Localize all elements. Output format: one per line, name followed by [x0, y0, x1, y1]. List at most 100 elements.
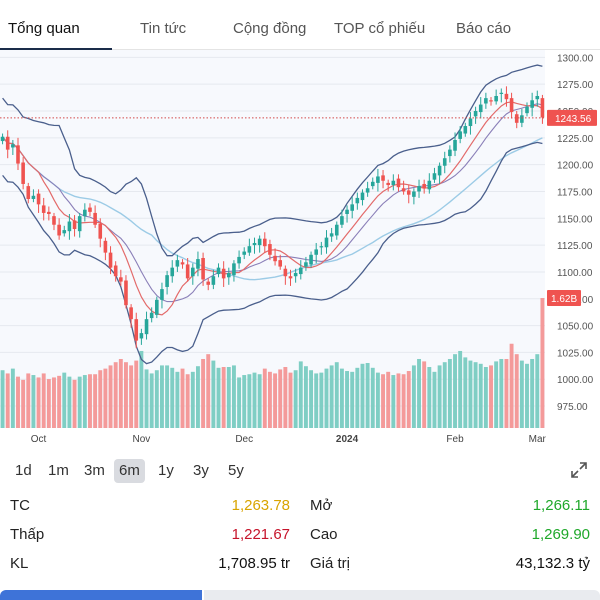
candle-body — [103, 240, 108, 253]
candle-body — [288, 276, 293, 279]
time-range-selector: 1d 1m 3m 6m 1y 3y 5y — [0, 456, 600, 486]
candle-body — [463, 126, 468, 134]
volume-bar — [113, 362, 118, 428]
tab-overview[interactable]: Tổng quan — [8, 20, 80, 37]
volume-bar — [478, 363, 483, 428]
candle-body — [365, 188, 370, 193]
volume-bar — [468, 360, 473, 428]
y-tick-label: 1025.00 — [557, 348, 594, 359]
candle-body — [386, 182, 390, 186]
range-3y[interactable]: 3y — [193, 462, 209, 479]
candle-body — [98, 223, 103, 239]
range-1d[interactable]: 1d — [15, 462, 32, 479]
volume-badge-label: 1.62B — [551, 294, 577, 305]
volume-bar — [221, 367, 226, 428]
candle-body — [83, 209, 87, 217]
volume-bar — [401, 374, 406, 428]
candle-body — [453, 139, 457, 151]
volume-bar — [180, 368, 185, 428]
candle-body — [350, 204, 354, 211]
volume-bar — [519, 360, 524, 428]
volume-bar — [411, 365, 416, 428]
volume-bar — [437, 365, 442, 428]
tab-top-stocks[interactable]: TOP cổ phiếu — [334, 20, 426, 37]
volume-bar — [77, 376, 82, 428]
volume-bar — [262, 368, 267, 428]
volume-bar — [237, 377, 242, 428]
price-chart[interactable]: 1300.001275.001250.001225.001200.001175.… — [0, 50, 600, 450]
candle-body — [345, 209, 349, 215]
candle-body — [468, 118, 473, 127]
volume-bar — [324, 368, 329, 428]
volume-bar — [216, 367, 221, 428]
candle-body — [149, 312, 154, 319]
y-tick-label: 1000.00 — [557, 375, 594, 386]
volume-bar — [247, 374, 252, 428]
candle-body — [458, 131, 462, 139]
candle-body — [180, 262, 185, 265]
expand-icon[interactable] — [570, 461, 588, 479]
chart-axes: 1300.001275.001250.001225.001200.001175.… — [0, 53, 597, 445]
volume-bar — [93, 374, 98, 428]
volume-bar — [52, 377, 56, 428]
candle-body — [360, 192, 365, 201]
x-tick-label: Nov — [132, 434, 150, 445]
tab-community[interactable]: Cộng đồng — [233, 20, 307, 37]
volume-bar — [458, 350, 463, 428]
candle-body — [134, 319, 139, 341]
candle-body — [21, 162, 25, 184]
candle-body — [16, 145, 20, 164]
candle-body — [514, 114, 519, 123]
candle-body — [247, 246, 252, 253]
candle-body — [88, 207, 92, 212]
candle-body — [540, 98, 545, 118]
volume-bar — [329, 365, 334, 428]
volume-bar — [417, 358, 421, 428]
primary-action-button[interactable] — [0, 590, 202, 600]
volume-bar — [278, 369, 283, 428]
x-tick-label: Oct — [31, 434, 47, 445]
volume-bar — [231, 365, 236, 428]
secondary-action-button[interactable] — [204, 590, 600, 600]
candle-body — [273, 255, 277, 262]
bottom-action-bar — [0, 590, 600, 600]
candle-body — [381, 175, 385, 181]
candle-body — [139, 333, 144, 339]
volume-bar — [206, 354, 211, 428]
candle-body — [185, 264, 190, 279]
candle-body — [62, 230, 67, 234]
candle-body — [52, 216, 56, 225]
volume-bar — [453, 354, 457, 428]
volume-badge — [547, 290, 581, 306]
range-1y[interactable]: 1y — [158, 462, 174, 479]
candle-body — [129, 307, 133, 320]
candle-body — [473, 111, 478, 117]
y-tick-label: 1175.00 — [557, 187, 593, 198]
tab-news[interactable]: Tin tức — [140, 20, 187, 37]
volume-bar — [88, 374, 92, 428]
candle-body — [520, 115, 524, 123]
range-3m[interactable]: 3m — [84, 462, 105, 479]
range-1m[interactable]: 1m — [48, 462, 69, 479]
candle-body — [124, 280, 128, 306]
candle-body — [242, 251, 247, 255]
volume-bar — [165, 365, 170, 428]
tc-label: TC — [10, 497, 30, 514]
range-6m[interactable]: 6m — [114, 459, 145, 483]
y-tick-label: 1300.00 — [557, 53, 594, 64]
y-tick-label: 1050.00 — [557, 322, 594, 333]
volume-bar — [514, 354, 519, 428]
candle-body — [175, 260, 180, 267]
candle-body — [478, 104, 483, 113]
range-5y[interactable]: 5y — [228, 462, 244, 479]
volume-bar — [10, 368, 15, 428]
candle-body — [376, 176, 380, 183]
low-label: Thấp — [10, 526, 45, 543]
candle-body — [237, 256, 241, 264]
candle-body — [422, 183, 426, 189]
tab-reports[interactable]: Báo cáo — [456, 20, 512, 37]
candle-body — [298, 267, 303, 275]
volume-bar — [226, 367, 231, 428]
volume-bar — [72, 379, 77, 428]
candle-body — [314, 249, 319, 255]
